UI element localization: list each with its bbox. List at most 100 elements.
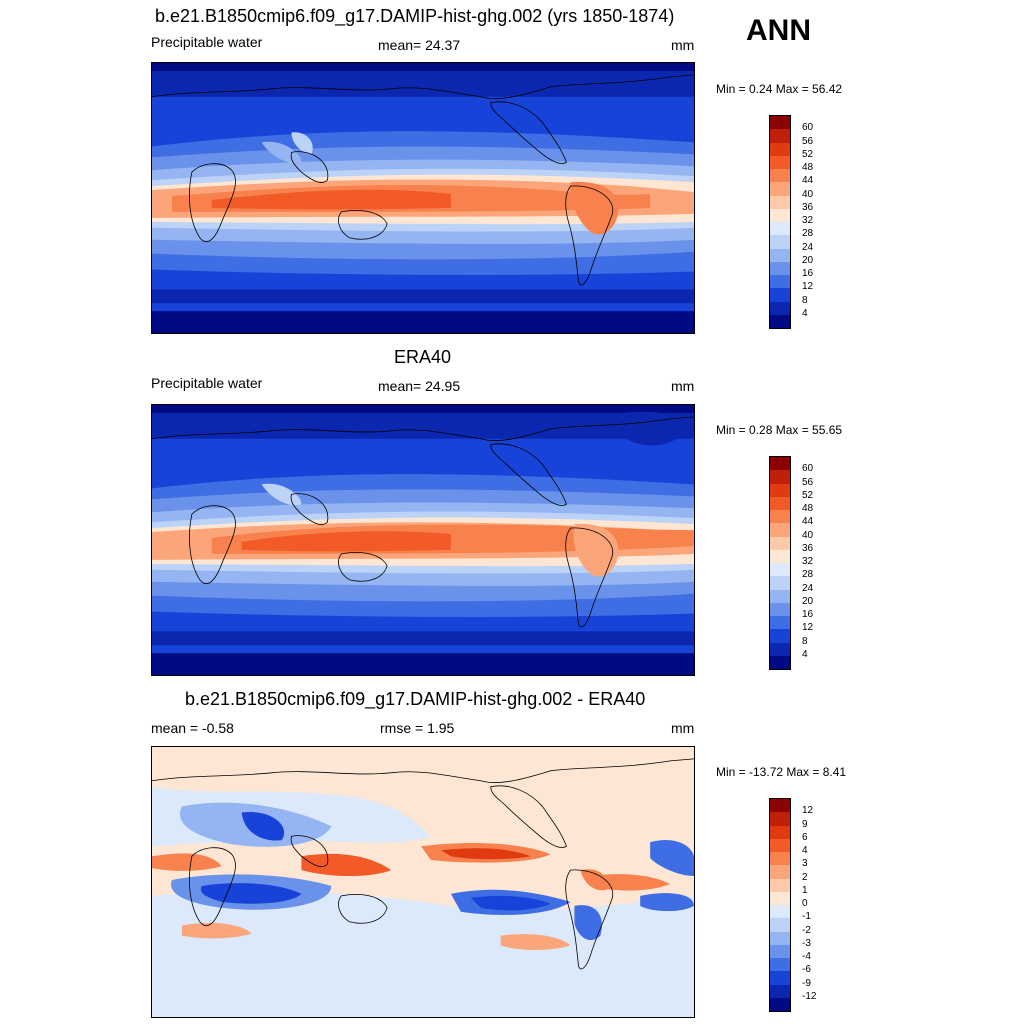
colorbar-tick-label: 2 bbox=[802, 871, 808, 883]
colorbar-tick-label: -12 bbox=[802, 990, 817, 1002]
colorbar-swatch bbox=[770, 510, 790, 524]
colorbar-tick-label: -1 bbox=[802, 911, 811, 923]
colorbar-tick-label: -9 bbox=[802, 977, 811, 989]
colorbar-swatch bbox=[770, 891, 790, 905]
colorbar-swatch bbox=[770, 314, 790, 328]
colorbar-swatch bbox=[770, 971, 790, 985]
colorbar-swatch bbox=[770, 261, 790, 275]
colorbar-tick-label: 32 bbox=[802, 556, 814, 567]
panel3-mean-label: mean = -0.58 bbox=[151, 720, 234, 736]
panel3-units: mm bbox=[671, 720, 695, 736]
colorbar-tick-label: 28 bbox=[802, 569, 814, 581]
colorbar-tick-label: 28 bbox=[802, 228, 814, 240]
panel2-variable-label: Precipitable water bbox=[151, 375, 263, 391]
colorbar-tick-label: 52 bbox=[802, 489, 814, 501]
colorbar-swatch bbox=[770, 483, 790, 497]
colorbar-tick-label: 36 bbox=[802, 201, 814, 213]
panel2-mean-label: mean= 24.95 bbox=[378, 378, 461, 394]
colorbar-swatch bbox=[770, 496, 790, 510]
colorbar-swatch bbox=[770, 931, 790, 945]
colorbar-swatch bbox=[770, 799, 790, 813]
colorbar-swatch bbox=[770, 523, 790, 537]
colorbar-swatch bbox=[770, 208, 790, 222]
colorbar-swatch bbox=[770, 470, 790, 484]
colorbar-tick-label: 8 bbox=[802, 635, 808, 647]
colorbar-swatch bbox=[770, 142, 790, 156]
colorbar-swatch bbox=[770, 549, 790, 563]
colorbar-swatch bbox=[770, 984, 790, 998]
colorbar-tick-label: 12 bbox=[802, 805, 814, 817]
colorbar-swatch bbox=[770, 865, 790, 879]
colorbar-swatch bbox=[770, 905, 790, 919]
colorbar-swatch bbox=[770, 222, 790, 236]
colorbar-tick-label: 4 bbox=[802, 307, 808, 319]
colorbar-swatch bbox=[770, 116, 790, 130]
colorbar-swatch bbox=[770, 457, 790, 471]
colorbar-tick-label: 52 bbox=[802, 148, 814, 160]
colorbar-swatch bbox=[770, 602, 790, 616]
colorbar-tick-label: 36 bbox=[802, 542, 814, 554]
colorbar-swatch bbox=[770, 629, 790, 643]
colorbar-tick-label: 40 bbox=[802, 188, 814, 200]
colorbar-tick-label: 56 bbox=[802, 135, 814, 147]
season-label: ANN bbox=[746, 14, 811, 47]
colorbar-tick-label: 20 bbox=[802, 254, 814, 266]
colorbar-tick-label: 24 bbox=[802, 582, 814, 594]
colorbar-swatch bbox=[770, 275, 790, 289]
panel2-title: ERA40 bbox=[394, 347, 452, 367]
colorbar-tick-label: -3 bbox=[802, 937, 811, 949]
colorbar-swatch bbox=[770, 563, 790, 577]
colorbar-swatch bbox=[770, 997, 790, 1011]
panel1-colorbar bbox=[769, 115, 791, 329]
panel2-units: mm bbox=[671, 378, 695, 394]
colorbar-swatch bbox=[770, 536, 790, 550]
panel2-minmax: Min = 0.28 Max = 55.65 bbox=[716, 423, 843, 437]
colorbar-tick-label: 3 bbox=[802, 858, 808, 870]
panel1-map bbox=[151, 62, 695, 334]
panel1-variable-label: Precipitable water bbox=[151, 34, 263, 50]
colorbar-tick-label: 40 bbox=[802, 529, 814, 541]
colorbar-swatch bbox=[770, 589, 790, 603]
colorbar-swatch bbox=[770, 878, 790, 892]
panel3-map bbox=[151, 746, 695, 1018]
colorbar-tick-label: 8 bbox=[802, 294, 808, 306]
colorbar-tick-label: 32 bbox=[802, 215, 814, 226]
panel1-title: b.e21.B1850cmip6.f09_g17.DAMIP-hist-ghg.… bbox=[155, 6, 675, 26]
colorbar-swatch bbox=[770, 642, 790, 656]
colorbar-swatch bbox=[770, 852, 790, 866]
colorbar-swatch bbox=[770, 944, 790, 958]
colorbar-swatch bbox=[770, 655, 790, 669]
panel3-minmax: Min = -13.72 Max = 8.41 bbox=[716, 765, 847, 779]
colorbar-tick-label: -2 bbox=[802, 924, 811, 936]
colorbar-swatch bbox=[770, 616, 790, 630]
colorbar-swatch bbox=[770, 129, 790, 143]
colorbar-swatch bbox=[770, 195, 790, 209]
colorbar-tick-label: 16 bbox=[802, 609, 814, 620]
colorbar-tick-label: 60 bbox=[802, 463, 814, 475]
colorbar-tick-label: 56 bbox=[802, 476, 814, 488]
colorbar-swatch bbox=[770, 182, 790, 196]
colorbar-tick-label: 0 bbox=[802, 898, 808, 909]
colorbar-tick-label: 20 bbox=[802, 595, 814, 607]
colorbar-tick-label: 9 bbox=[802, 818, 808, 830]
colorbar-tick-label: 24 bbox=[802, 241, 814, 253]
panel2-map bbox=[151, 404, 695, 676]
panel3-title: b.e21.B1850cmip6.f09_g17.DAMIP-hist-ghg.… bbox=[185, 689, 646, 709]
panel3-colorbar bbox=[769, 798, 791, 1012]
colorbar-tick-label: 1 bbox=[802, 884, 808, 896]
colorbar-tick-label: 16 bbox=[802, 268, 814, 279]
colorbar-tick-label: 12 bbox=[802, 281, 814, 293]
colorbar-swatch bbox=[770, 155, 790, 169]
colorbar-tick-label: 48 bbox=[802, 162, 814, 173]
panel2-colorbar bbox=[769, 456, 791, 670]
panel1-mean-label: mean= 24.37 bbox=[378, 37, 461, 53]
colorbar-swatch bbox=[770, 838, 790, 852]
colorbar-swatch bbox=[770, 288, 790, 302]
colorbar-tick-label: 48 bbox=[802, 503, 814, 514]
panel3-rmse-label: rmse = 1.95 bbox=[380, 720, 455, 736]
colorbar-swatch bbox=[770, 248, 790, 262]
colorbar-swatch bbox=[770, 576, 790, 590]
panel1-minmax: Min = 0.24 Max = 56.42 bbox=[716, 82, 843, 96]
colorbar-tick-label: 12 bbox=[802, 622, 814, 634]
colorbar-swatch bbox=[770, 825, 790, 839]
